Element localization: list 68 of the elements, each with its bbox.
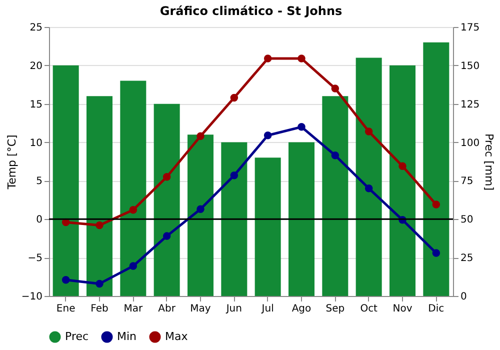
y2-tick-label: 25 <box>460 253 474 264</box>
point <box>129 206 138 214</box>
y-tick-label: 15 <box>30 99 42 110</box>
bar <box>86 96 112 296</box>
y-tick-label: −10 <box>21 292 42 302</box>
bar <box>322 96 348 296</box>
x-tick-label: Jul <box>260 304 274 314</box>
point <box>62 276 70 284</box>
point <box>196 132 204 140</box>
x-tick-label: Jun <box>225 304 242 314</box>
y2-tick-label: 150 <box>460 60 480 72</box>
x-tick-label: May <box>190 304 211 314</box>
point <box>196 205 204 214</box>
bar <box>254 158 281 296</box>
y-tick-label: 10 <box>30 138 42 149</box>
point <box>230 171 238 180</box>
point <box>432 200 440 208</box>
point <box>162 232 171 240</box>
y2-tick-label: 0 <box>460 292 467 302</box>
point <box>96 221 104 230</box>
point <box>264 132 272 140</box>
point <box>398 162 406 170</box>
legend-label: Min <box>117 330 137 343</box>
point <box>331 84 340 92</box>
legend-label: Prec <box>65 330 89 343</box>
bar <box>288 142 314 296</box>
bar <box>52 65 79 296</box>
x-tick-label: Mar <box>124 304 144 314</box>
x-tick-label: Feb <box>90 304 108 314</box>
point <box>331 151 340 160</box>
bar <box>356 58 382 296</box>
y-tick-label: 5 <box>36 176 42 188</box>
point <box>364 184 373 192</box>
bar <box>154 104 180 296</box>
bar <box>188 134 214 296</box>
y2-tick-label: 100 <box>460 138 480 149</box>
y2-axis-title: Prec [mm] <box>482 133 496 191</box>
point <box>230 94 238 102</box>
x-tick-label: Abr <box>158 304 176 314</box>
x-tick-label: Oct <box>360 304 378 314</box>
y-tick-label: −5 <box>28 253 42 264</box>
point <box>298 54 306 62</box>
legend-label: Max <box>165 330 188 343</box>
y2-tick-label: 75 <box>460 176 474 188</box>
point <box>129 262 138 270</box>
y-tick-label: 25 <box>30 22 42 34</box>
y-tick-label: 0 <box>36 214 42 226</box>
bar <box>423 42 450 296</box>
x-tick-label: Ago <box>292 304 312 314</box>
point <box>298 123 306 131</box>
chart-title: Gráfico climático - St Johns <box>160 4 342 18</box>
x-tick-label: Nov <box>392 304 412 314</box>
x-tick-label: Sep <box>326 304 345 314</box>
x-tick-label: Ene <box>56 304 76 314</box>
bar <box>120 80 146 296</box>
bar <box>390 65 416 296</box>
y2-tick-label: 50 <box>460 214 474 226</box>
y2-tick-label: 125 <box>460 99 480 110</box>
bar <box>221 142 248 296</box>
point <box>162 173 171 181</box>
point <box>432 249 440 257</box>
y-tick-label: 20 <box>30 60 42 72</box>
point <box>364 128 373 136</box>
y-axis-title: Temp [°C] <box>5 134 18 190</box>
y2-tick-label: 175 <box>460 22 480 34</box>
x-tick-label: Dic <box>428 304 444 314</box>
point <box>96 280 104 288</box>
point <box>264 54 272 62</box>
